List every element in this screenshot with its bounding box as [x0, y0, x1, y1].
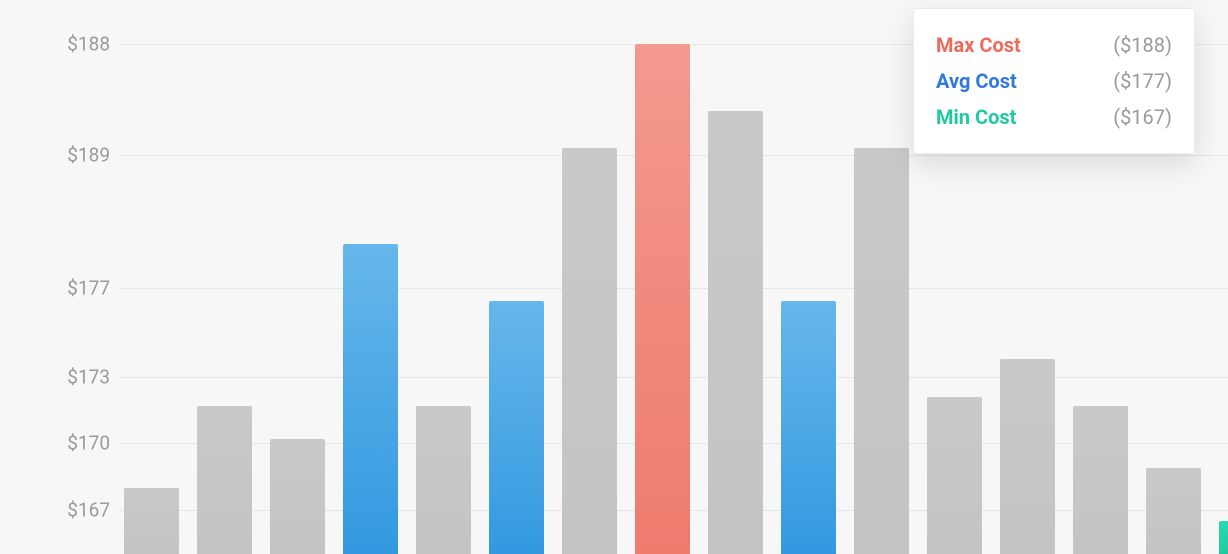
bar — [197, 406, 252, 554]
bar — [1219, 521, 1228, 554]
bar — [489, 301, 544, 554]
bar — [854, 148, 909, 554]
legend-row: Max Cost ($188) — [936, 27, 1172, 63]
bar — [708, 111, 763, 554]
y-tick-label: $170 — [0, 432, 110, 455]
bar — [927, 397, 982, 554]
legend-value: ($177) — [1113, 69, 1172, 93]
bar — [124, 488, 179, 554]
y-tick-label: $167 — [0, 498, 110, 521]
cost-legend: Max Cost ($188) Avg Cost ($177) Min Cost ($16… — [913, 8, 1195, 154]
legend-label: Avg Cost — [936, 69, 1017, 93]
legend-row: Avg Cost ($177) — [936, 63, 1172, 99]
bar — [781, 301, 836, 554]
y-tick-label: $173 — [0, 365, 110, 388]
bar — [270, 439, 325, 554]
legend-value: ($167) — [1113, 105, 1172, 129]
bar — [635, 44, 690, 554]
legend-value: ($188) — [1113, 33, 1172, 57]
bar — [1000, 359, 1055, 554]
legend-label: Min Cost — [936, 105, 1016, 129]
bar — [416, 406, 471, 554]
bar — [343, 244, 398, 554]
cost-bar-chart: $188 $189 $177 $173 $170 $167 Max Cost ($188) A… — [0, 0, 1228, 554]
legend-label: Max Cost — [936, 33, 1021, 57]
y-tick-label: $177 — [0, 277, 110, 300]
bar — [1146, 468, 1201, 554]
legend-row: Min Cost ($167) — [936, 99, 1172, 135]
y-tick-label: $189 — [0, 144, 110, 167]
bar — [1073, 406, 1128, 554]
bar — [562, 148, 617, 554]
y-tick-label: $188 — [0, 33, 110, 56]
